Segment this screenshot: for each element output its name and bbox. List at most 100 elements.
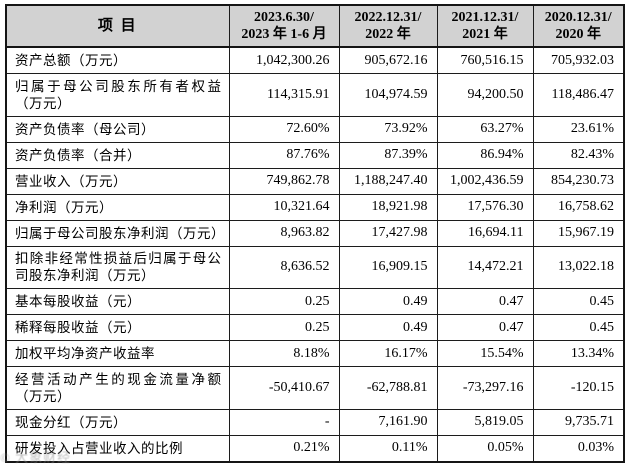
- row-value: 87.76%: [228, 141, 340, 169]
- table-row: 研发投入占营业收入的比例 0.21% 0.11% 0.05% 0.03%: [5, 434, 625, 463]
- row-value: 14,472.21: [436, 245, 534, 290]
- row-value: -120.15: [532, 366, 625, 410]
- row-value: 16,909.15: [338, 245, 438, 290]
- row-label: 研发投入占营业收入的比例: [5, 434, 230, 463]
- row-value: 8.18%: [228, 340, 340, 368]
- row-value: 16,694.11: [436, 219, 534, 247]
- row-value: 0.25: [228, 314, 340, 342]
- row-value: 15,967.19: [532, 219, 625, 247]
- row-value: -50,410.67: [228, 366, 340, 410]
- column-header-line: 2023 年 1-6 月: [241, 27, 327, 42]
- table-row: 扣除非经常性损益后归属于母公司股东净利润（万元） 8,636.52 16,909…: [5, 245, 625, 290]
- row-value: 1,042,300.26: [228, 46, 340, 75]
- row-value: 0.03%: [532, 434, 625, 463]
- row-value: 0.11%: [338, 434, 438, 463]
- row-label: 扣除非经常性损益后归属于母公司股东净利润（万元）: [5, 245, 230, 290]
- column-header-line: 2021.12.31/: [451, 10, 519, 25]
- financial-summary-table: 项 目 2023.6.30/ 2023 年 1-6 月 2022.12.31/ …: [5, 4, 625, 463]
- column-header-line: 2021 年: [462, 27, 508, 42]
- row-value: 73.92%: [338, 115, 438, 143]
- row-value: 10,321.64: [228, 193, 340, 221]
- table-row: 归属于母公司股东所有者权益（万元） 114,315.91 104,974.59 …: [5, 73, 625, 117]
- row-value: 1,188,247.40: [338, 167, 438, 195]
- table-header-row: 项 目 2023.6.30/ 2023 年 1-6 月 2022.12.31/ …: [5, 4, 625, 48]
- row-value: 5,819.05: [436, 408, 534, 436]
- row-label: 加权平均净资产收益率: [5, 340, 230, 368]
- row-value: 0.49: [338, 314, 438, 342]
- table-row: 加权平均净资产收益率 8.18% 16.17% 15.54% 13.34%: [5, 340, 625, 368]
- row-value: 63.27%: [436, 115, 534, 143]
- row-label: 净利润（万元）: [5, 193, 230, 221]
- row-label: 经营活动产生的现金流量净额（万元）: [5, 366, 230, 410]
- row-value: 13.34%: [532, 340, 625, 368]
- table-row: 现金分红（万元） - 7,161.90 5,819.05 9,735.71: [5, 408, 625, 436]
- row-value: -: [228, 408, 340, 436]
- row-value: 13,022.18: [532, 245, 625, 290]
- column-header-line: 2020.12.31/: [544, 10, 612, 25]
- table-row: 净利润（万元） 10,321.64 18,921.98 17,576.30 16…: [5, 193, 625, 221]
- column-header-2023: 2023.6.30/ 2023 年 1-6 月: [228, 4, 340, 48]
- column-header-item: 项 目: [5, 4, 230, 48]
- column-header-2020: 2020.12.31/ 2020 年: [532, 4, 625, 48]
- row-value: 749,862.78: [228, 167, 340, 195]
- row-value: 16,758.62: [532, 193, 625, 221]
- row-value: 23.61%: [532, 115, 625, 143]
- row-value: 705,932.03: [532, 46, 625, 75]
- row-value: 0.25: [228, 288, 340, 316]
- row-value: 9,735.71: [532, 408, 625, 436]
- row-label: 资产负债率（母公司）: [5, 115, 230, 143]
- row-value: 8,636.52: [228, 245, 340, 290]
- table-row: 资产总额（万元） 1,042,300.26 905,672.16 760,516…: [5, 46, 625, 75]
- column-header-line: 2022 年: [365, 27, 411, 42]
- row-label: 归属于母公司股东净利润（万元）: [5, 219, 230, 247]
- row-label: 现金分红（万元）: [5, 408, 230, 436]
- row-label: 基本每股收益（元）: [5, 288, 230, 316]
- table-row: 经营活动产生的现金流量净额（万元） -50,410.67 -62,788.81 …: [5, 366, 625, 410]
- table-row: 资产负债率（母公司） 72.60% 73.92% 63.27% 23.61%: [5, 115, 625, 143]
- row-value: 0.21%: [228, 434, 340, 463]
- column-header-line: 2020 年: [555, 27, 602, 42]
- row-value: -62,788.81: [338, 366, 438, 410]
- table-body: 资产总额（万元） 1,042,300.26 905,672.16 760,516…: [5, 46, 625, 463]
- row-value: 0.45: [532, 288, 625, 316]
- column-header-line: 2023.6.30/: [254, 10, 314, 25]
- table-row: 归属于母公司股东净利润（万元） 8,963.82 17,427.98 16,69…: [5, 219, 625, 247]
- row-value: 118,486.47: [532, 73, 625, 117]
- row-value: 7,161.90: [338, 408, 438, 436]
- row-value: 94,200.50: [436, 73, 534, 117]
- table-row: 基本每股收益（元） 0.25 0.49 0.47 0.45: [5, 288, 625, 316]
- row-value: 0.05%: [436, 434, 534, 463]
- row-value: 15.54%: [436, 340, 534, 368]
- row-value: 16.17%: [338, 340, 438, 368]
- row-value: 905,672.16: [338, 46, 438, 75]
- column-header-2021: 2021.12.31/ 2021 年: [436, 4, 534, 48]
- row-value: 82.43%: [532, 141, 625, 169]
- row-value: 0.45: [532, 314, 625, 342]
- row-value: 0.47: [436, 314, 534, 342]
- row-value: 72.60%: [228, 115, 340, 143]
- row-value: 17,576.30: [436, 193, 534, 221]
- row-label: 稀释每股收益（元）: [5, 314, 230, 342]
- row-value: -73,297.16: [436, 366, 534, 410]
- column-header-2022: 2022.12.31/ 2022 年: [338, 4, 438, 48]
- row-value: 114,315.91: [228, 73, 340, 117]
- row-value: 104,974.59: [338, 73, 438, 117]
- table-row: 稀释每股收益（元） 0.25 0.49 0.47 0.45: [5, 314, 625, 342]
- row-label: 归属于母公司股东所有者权益（万元）: [5, 73, 230, 117]
- row-value: 854,230.73: [532, 167, 625, 195]
- row-value: 17,427.98: [338, 219, 438, 247]
- row-value: 87.39%: [338, 141, 438, 169]
- table-row: 资产负债率（合并） 87.76% 87.39% 86.94% 82.43%: [5, 141, 625, 169]
- row-value: 8,963.82: [228, 219, 340, 247]
- row-value: 18,921.98: [338, 193, 438, 221]
- row-value: 0.47: [436, 288, 534, 316]
- row-value: 86.94%: [436, 141, 534, 169]
- table-row: 营业收入（万元） 749,862.78 1,188,247.40 1,002,4…: [5, 167, 625, 195]
- row-label: 营业收入（万元）: [5, 167, 230, 195]
- row-value: 1,002,436.59: [436, 167, 534, 195]
- row-label: 资产负债率（合并）: [5, 141, 230, 169]
- row-value: 0.49: [338, 288, 438, 316]
- row-label: 资产总额（万元）: [5, 46, 230, 75]
- column-header-line: 2022.12.31/: [354, 10, 422, 25]
